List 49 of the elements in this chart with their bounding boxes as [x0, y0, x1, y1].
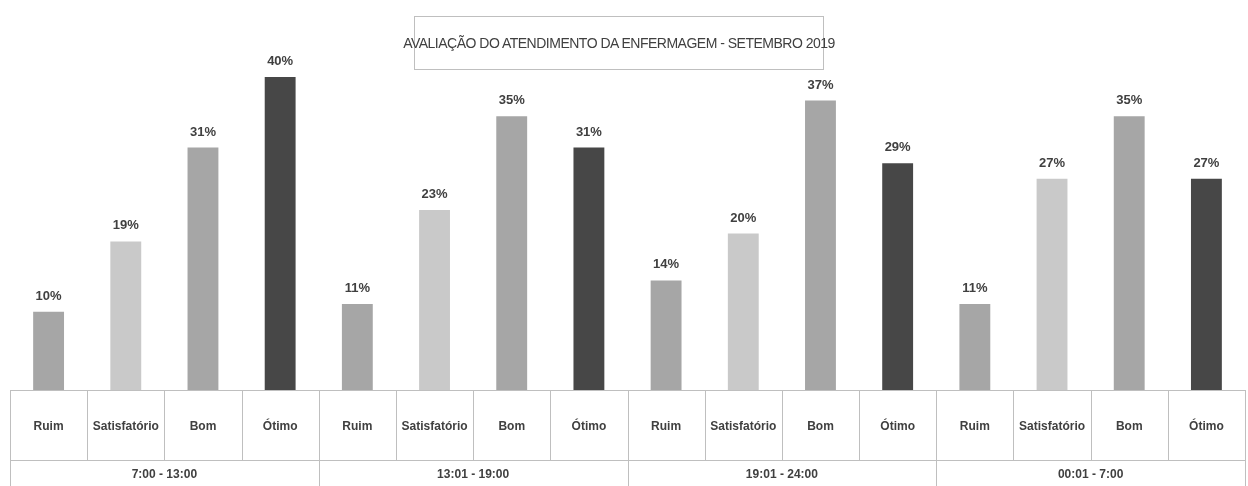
data-label: 35%: [498, 92, 526, 108]
x-tick-label: Ruim: [959, 419, 990, 433]
data-label: 20%: [730, 209, 757, 225]
x-tick-label: Ótimo: [1189, 418, 1224, 433]
x-tick-label: Satisfatório: [710, 419, 777, 433]
bar: [33, 311, 65, 390]
x-tick-label: Satisfatório: [1019, 419, 1086, 433]
data-label: 11%: [344, 279, 371, 295]
x-tick-label: Ótimo: [880, 418, 915, 433]
text: 7:00 - 13:00: [131, 467, 198, 481]
x-tick-label: Bom: [807, 419, 834, 433]
data-label: 29%: [884, 139, 912, 155]
bar: [264, 77, 296, 390]
data-label: 14%: [653, 256, 680, 272]
bar: [1190, 178, 1222, 390]
data-label: 23%: [421, 186, 448, 202]
x-tick-label: Satisfatório: [401, 419, 468, 433]
data-label: 31%: [575, 123, 603, 139]
x-tick-label: Bom: [1115, 419, 1143, 433]
bar: [650, 280, 682, 390]
text: 00:01 - 7:00: [1057, 467, 1124, 481]
x-tick-label: Bom: [498, 419, 526, 433]
x-tick-label: Ruim: [33, 419, 64, 433]
x-tick-label: Ruim: [342, 419, 373, 433]
data-label: 35%: [1116, 92, 1143, 108]
data-label: 37%: [807, 76, 834, 92]
data-label: 19%: [112, 217, 140, 233]
x-tick-label: Ótimo: [262, 418, 298, 433]
data-label: 27%: [1039, 154, 1066, 170]
data-label: 27%: [1193, 154, 1220, 170]
x-tick-label: Bom: [189, 419, 217, 433]
x-tick-label: Ruim: [651, 419, 682, 433]
bar: [959, 303, 991, 390]
data-label: 10%: [35, 287, 63, 303]
x-tick-label: Ótimo: [571, 418, 607, 433]
data-label: 40%: [267, 53, 294, 69]
bar: [805, 100, 836, 390]
bar: [573, 147, 605, 390]
chart-title: AVALIAÇÃO DO ATENDIMENTO DA ENFERMAGEM - SETEMBRO 2019: [403, 34, 835, 53]
x-tick-label: Satisfatório: [92, 419, 159, 433]
bar: [1113, 116, 1145, 390]
text: 19:01 - 24:00: [745, 467, 819, 481]
bar: [341, 303, 373, 390]
data-label: 31%: [189, 123, 217, 139]
bar: [496, 116, 528, 390]
text: 13:01 - 19:00: [437, 467, 510, 481]
bar: [882, 163, 914, 390]
data-label: 11%: [962, 279, 988, 295]
bar: [187, 147, 219, 390]
